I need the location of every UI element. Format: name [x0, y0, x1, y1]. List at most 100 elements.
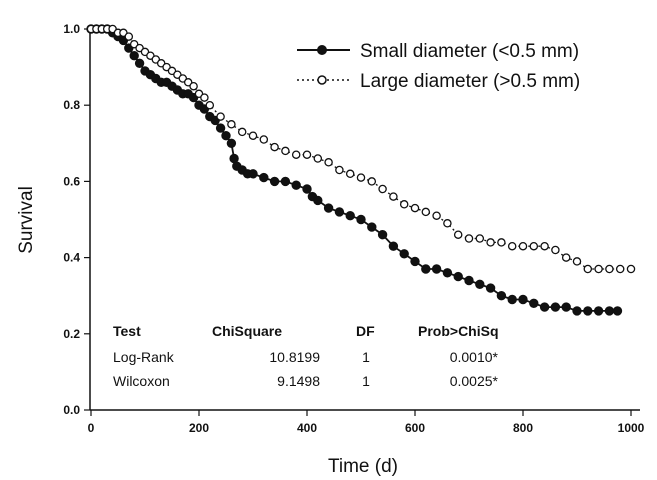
stats-header-prob: Prob>ChiSq — [418, 323, 499, 339]
point-small — [367, 222, 377, 232]
point-large — [227, 120, 236, 129]
point-large — [378, 184, 387, 194]
point-small — [334, 207, 345, 217]
point-large — [124, 32, 134, 41]
legend-label-large: Large diameter (>0.5 mm) — [360, 71, 580, 92]
y-tick-label: 0.2 — [63, 327, 80, 341]
point-large — [237, 127, 247, 137]
point-large — [270, 142, 279, 152]
series-large — [86, 24, 636, 274]
point-large — [486, 238, 495, 247]
point-large — [540, 241, 549, 251]
x-tick-label: 0 — [88, 421, 95, 435]
point-small — [259, 172, 269, 183]
point-small — [572, 306, 582, 316]
point-large — [572, 257, 582, 266]
y-tick-label: 0.0 — [63, 403, 80, 417]
point-small — [388, 241, 399, 251]
point-small — [248, 169, 258, 179]
stats-row1-df: 1 — [362, 349, 370, 365]
point-small — [410, 256, 420, 267]
point-large — [356, 173, 366, 182]
x-tick-label: 1000 — [618, 421, 645, 435]
point-large — [324, 158, 333, 167]
point-small — [291, 180, 301, 190]
point-small — [550, 302, 561, 312]
point-large — [345, 169, 355, 179]
y-axis-label: Survival — [16, 186, 37, 254]
point-large — [464, 234, 474, 243]
y-tick-label: 0.4 — [63, 251, 80, 265]
stats-row2-prob: 0.0025* — [450, 373, 499, 389]
point-small — [280, 176, 291, 187]
point-small — [442, 268, 453, 278]
point-large — [518, 241, 528, 251]
point-small — [377, 230, 388, 240]
point-small — [302, 184, 312, 194]
point-large — [189, 81, 198, 91]
point-large — [205, 100, 215, 110]
point-small — [507, 294, 517, 305]
point-small — [475, 279, 485, 289]
point-small — [399, 249, 409, 259]
point-small — [345, 211, 355, 221]
point-large — [399, 200, 409, 209]
x-tick-label: 400 — [297, 421, 317, 435]
point-large — [281, 146, 290, 156]
axis-ticks: 0 200 400 600 800 1000 0.0 0.2 0.4 0.6 0.8 1.0 — [63, 22, 644, 435]
y-tick-label: 0.8 — [63, 98, 80, 112]
point-large — [302, 150, 312, 159]
point-small — [421, 264, 431, 274]
point-large — [410, 203, 420, 213]
legend-marker-large — [317, 75, 327, 85]
stats-header-chisquare: ChiSquare — [212, 323, 282, 339]
point-small — [221, 131, 231, 141]
point-large — [443, 219, 452, 228]
legend-marker-small — [317, 45, 327, 55]
point-large — [421, 207, 431, 217]
point-large — [615, 264, 625, 274]
x-axis-label: Time (d) — [328, 456, 398, 477]
point-small — [356, 214, 366, 225]
point-small — [485, 283, 496, 293]
point-large — [389, 192, 398, 201]
point-small — [593, 306, 604, 316]
series-layer — [86, 24, 636, 316]
point-large — [626, 264, 636, 274]
point-small — [269, 176, 280, 187]
point-small — [431, 264, 442, 274]
stats-header-test: Test — [113, 323, 141, 339]
stats-row2-test: Wilcoxon — [113, 373, 170, 389]
point-small — [561, 302, 571, 312]
stats-row1-chisquare: 10.8199 — [269, 349, 320, 365]
x-tick-label: 800 — [513, 421, 533, 435]
point-large — [313, 154, 323, 163]
point-small — [226, 138, 237, 149]
point-large — [475, 234, 485, 243]
stats-row2-df: 1 — [362, 373, 370, 389]
point-large — [529, 241, 539, 251]
point-large — [216, 112, 225, 121]
point-small — [215, 123, 226, 133]
y-tick-label: 0.6 — [63, 174, 80, 188]
point-small — [518, 294, 528, 305]
point-large — [497, 238, 506, 247]
x-tick-label: 600 — [405, 421, 425, 435]
point-small — [496, 291, 507, 301]
stats-row2-chisquare: 9.1498 — [277, 373, 320, 389]
series-line-large — [91, 28, 631, 270]
point-large — [259, 135, 269, 144]
point-small — [464, 275, 474, 286]
point-small — [529, 298, 539, 308]
point-large — [200, 93, 209, 102]
stats-table: Test ChiSquare DF Prob>ChiSq Log-Rank 10… — [113, 323, 499, 389]
point-large — [367, 177, 377, 186]
point-large — [551, 245, 560, 255]
point-large — [335, 165, 344, 175]
point-small — [323, 203, 334, 213]
legend-label-small: Small diameter (<0.5 mm) — [360, 41, 579, 62]
x-tick-label: 200 — [189, 421, 209, 435]
point-small — [229, 153, 239, 164]
legend: Small diameter (<0.5 mm) Large diameter … — [297, 41, 580, 92]
